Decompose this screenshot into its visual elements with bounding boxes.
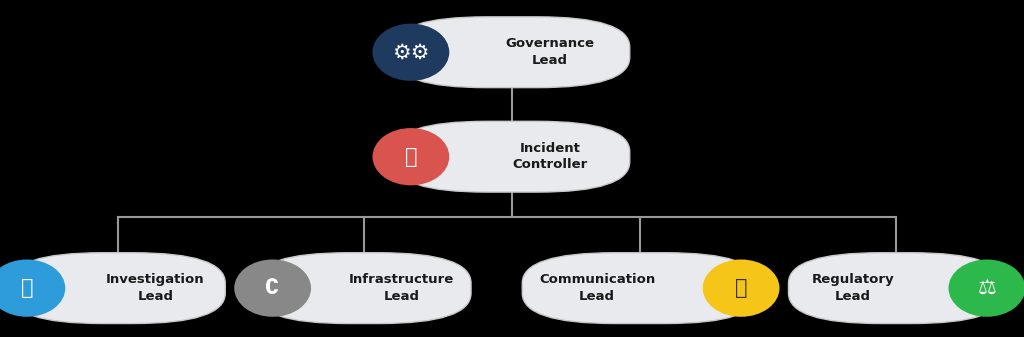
FancyBboxPatch shape	[10, 253, 225, 324]
FancyBboxPatch shape	[394, 121, 630, 192]
Text: ⌕: ⌕	[20, 278, 33, 298]
FancyBboxPatch shape	[256, 253, 471, 324]
Text: ⚙⚙: ⚙⚙	[392, 42, 430, 62]
Ellipse shape	[0, 259, 66, 317]
Ellipse shape	[948, 259, 1024, 317]
Ellipse shape	[702, 259, 779, 317]
Text: Infrastructure
Lead: Infrastructure Lead	[348, 273, 454, 303]
Ellipse shape	[373, 128, 450, 185]
Text: ⚖: ⚖	[978, 278, 996, 298]
Text: Incident
Controller: Incident Controller	[512, 142, 588, 172]
FancyBboxPatch shape	[788, 253, 1004, 324]
Text: ∁: ∁	[265, 278, 280, 298]
Ellipse shape	[373, 24, 450, 81]
FancyBboxPatch shape	[394, 17, 630, 88]
Text: Communication
Lead: Communication Lead	[539, 273, 655, 303]
Text: ⎙: ⎙	[735, 278, 748, 298]
FancyBboxPatch shape	[522, 253, 758, 324]
Ellipse shape	[234, 259, 311, 317]
Text: Regulatory
Lead: Regulatory Lead	[812, 273, 894, 303]
Text: ⧉: ⧉	[404, 147, 417, 167]
Text: Governance
Lead: Governance Lead	[505, 37, 594, 67]
Text: Investigation
Lead: Investigation Lead	[106, 273, 205, 303]
